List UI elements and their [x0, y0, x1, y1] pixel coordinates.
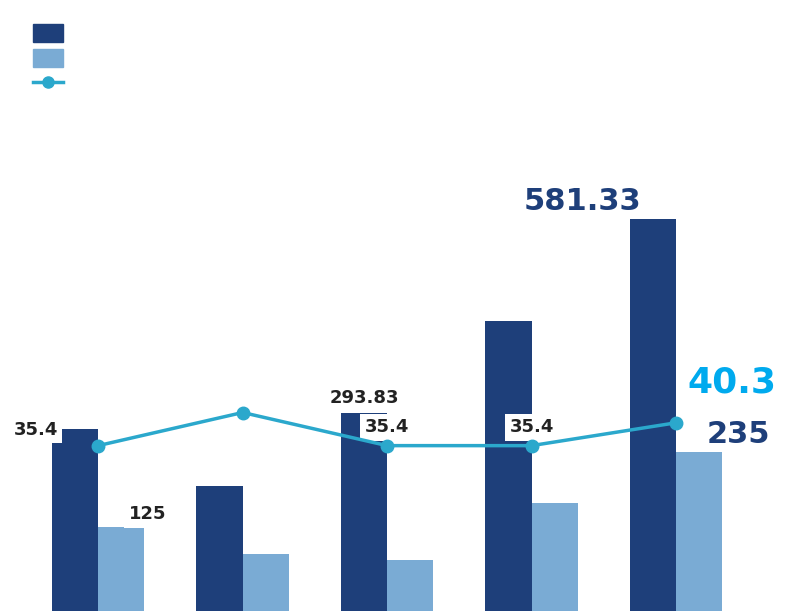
Bar: [387, 560, 434, 611]
Bar: [197, 486, 242, 611]
Bar: [532, 503, 578, 611]
Text: 40.3: 40.3: [688, 365, 777, 399]
Text: 235: 235: [706, 420, 770, 449]
Bar: [676, 453, 722, 611]
Text: 125: 125: [129, 505, 166, 523]
Bar: [486, 321, 532, 611]
Text: 581.33: 581.33: [524, 186, 642, 216]
Text: 35.4: 35.4: [14, 421, 58, 438]
Bar: [341, 413, 387, 611]
Bar: [52, 429, 98, 611]
Bar: [242, 554, 289, 611]
Bar: [98, 526, 144, 611]
Text: 35.4: 35.4: [365, 418, 410, 436]
Bar: [630, 219, 676, 611]
Text: 35.4: 35.4: [510, 418, 554, 436]
Legend: Net profit per Share, Dividend per share, Dividend payout ratio: Net profit per Share, Dividend per share…: [27, 18, 243, 98]
Text: 293.83: 293.83: [330, 389, 398, 407]
